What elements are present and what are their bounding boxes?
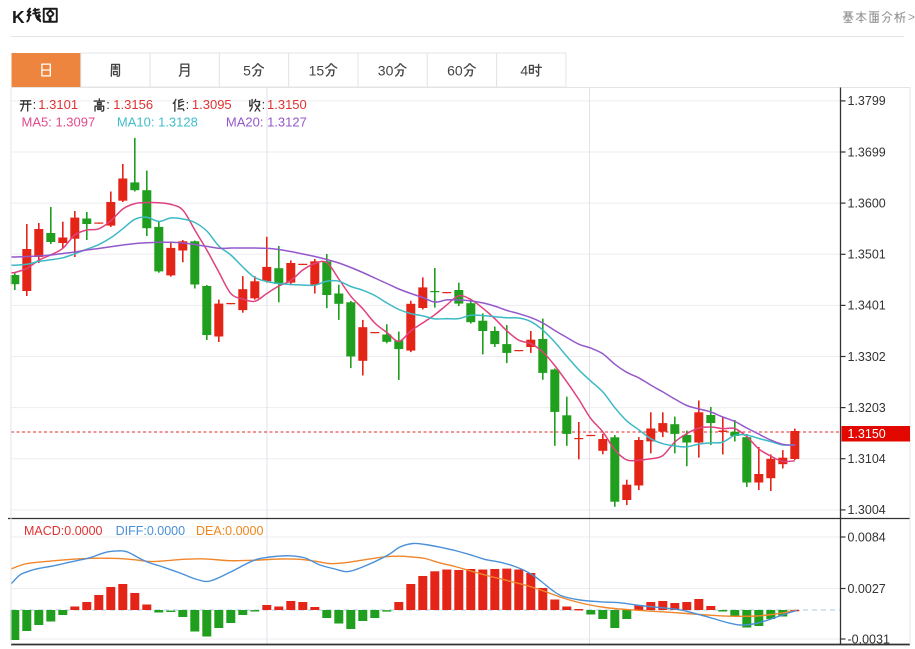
svg-text:-0.0031: -0.0031 — [848, 632, 890, 646]
svg-text:MA5: 1.3097: MA5: 1.3097 — [22, 115, 96, 130]
svg-text:1.3150: 1.3150 — [848, 427, 886, 441]
svg-text:1.3104: 1.3104 — [848, 452, 886, 466]
svg-text:1.3156: 1.3156 — [113, 97, 153, 112]
svg-text:1.3401: 1.3401 — [848, 299, 886, 313]
svg-text::: : — [106, 97, 110, 112]
svg-text:5: 5 — [243, 63, 251, 79]
svg-text:1.3799: 1.3799 — [848, 94, 886, 108]
svg-text:1.3501: 1.3501 — [848, 248, 886, 262]
svg-text::: : — [186, 97, 190, 112]
svg-text:>: > — [908, 10, 915, 24]
svg-text:1.3600: 1.3600 — [848, 196, 886, 210]
svg-text::: : — [33, 97, 37, 112]
svg-text:15: 15 — [309, 63, 325, 79]
svg-text:MA10: 1.3128: MA10: 1.3128 — [117, 115, 198, 130]
svg-text:60: 60 — [447, 63, 463, 79]
svg-text:0.0084: 0.0084 — [848, 530, 886, 544]
svg-text:MACD:0.0000: MACD:0.0000 — [24, 524, 103, 538]
svg-text:1.3101: 1.3101 — [38, 97, 78, 112]
svg-text:1.3302: 1.3302 — [848, 350, 886, 364]
svg-text::: : — [262, 97, 266, 112]
svg-text:MA20: 1.3127: MA20: 1.3127 — [226, 115, 307, 130]
svg-text:DIFF:0.0000: DIFF:0.0000 — [116, 524, 186, 538]
svg-text:1.3699: 1.3699 — [848, 145, 886, 159]
svg-text:1.3203: 1.3203 — [848, 401, 886, 415]
svg-text:1.3095: 1.3095 — [192, 97, 232, 112]
svg-text:0.0027: 0.0027 — [848, 582, 886, 596]
svg-text:K: K — [12, 7, 25, 27]
svg-text:30: 30 — [378, 63, 394, 79]
svg-text:DEA:0.0000: DEA:0.0000 — [196, 524, 263, 538]
svg-text:1.3004: 1.3004 — [848, 503, 886, 517]
svg-text:1.3150: 1.3150 — [267, 97, 307, 112]
svg-text:4: 4 — [520, 63, 528, 79]
